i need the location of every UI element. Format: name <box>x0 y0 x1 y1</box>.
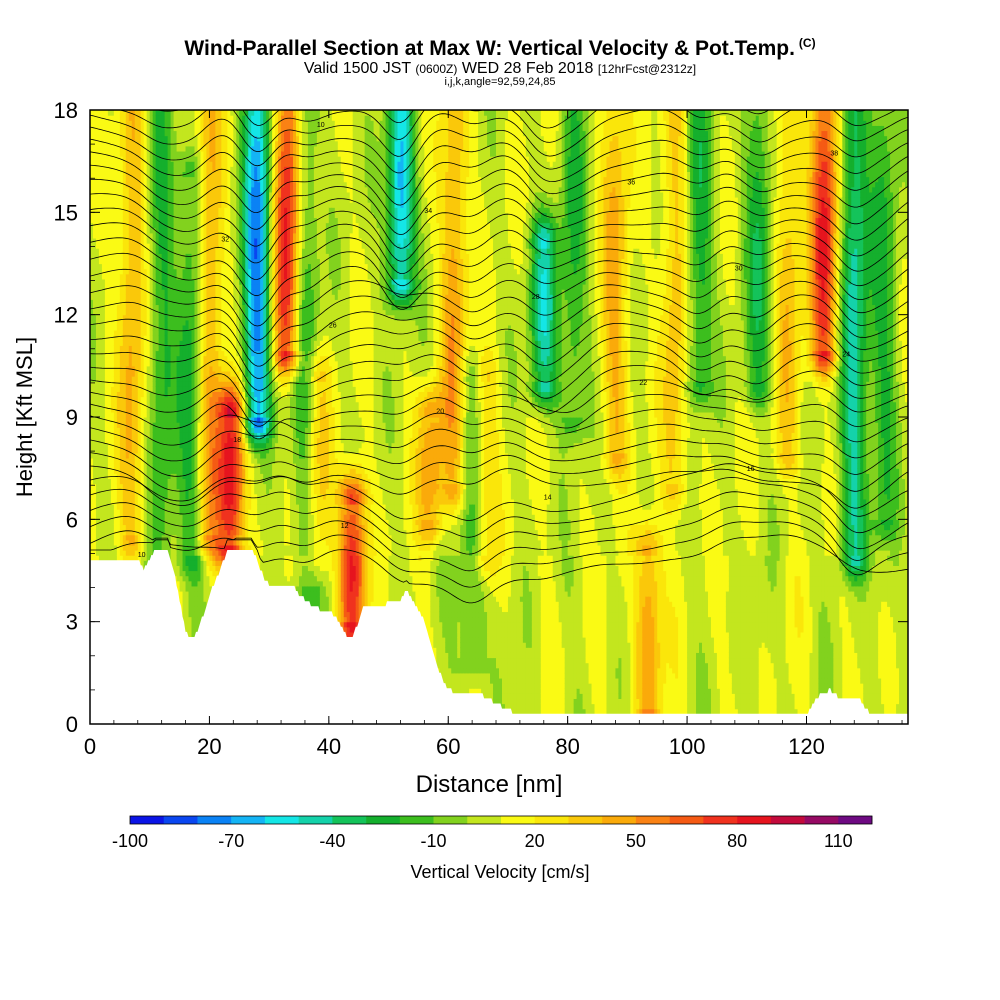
cross-section-chart: 1012141618202224262830323436381012 0 20 40… <box>0 0 1000 1000</box>
